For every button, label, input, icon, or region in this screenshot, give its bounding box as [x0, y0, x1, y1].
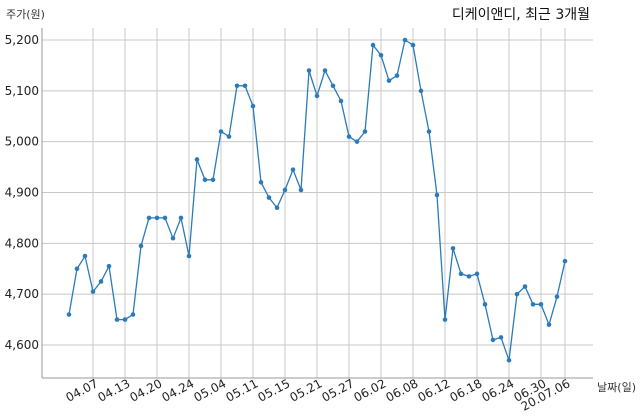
- data-point: [354, 139, 360, 144]
- data-point: [450, 246, 456, 251]
- data-point: [346, 134, 352, 139]
- data-point: [194, 157, 200, 162]
- x-tick-label: 04.20: [127, 376, 164, 404]
- data-point: [82, 253, 88, 259]
- data-point: [506, 357, 512, 363]
- data-point: [202, 177, 208, 183]
- data-point: [362, 129, 368, 134]
- data-point: [314, 93, 320, 99]
- data-point: [538, 302, 544, 307]
- x-tick-label: 04.07: [63, 376, 100, 404]
- y-tick-label: 4,700: [5, 287, 39, 301]
- x-tick-label: 06.12: [415, 376, 452, 404]
- x-tick-label: 05.15: [255, 376, 292, 404]
- x-tick-label: 04.24: [159, 376, 196, 404]
- data-point: [154, 215, 160, 221]
- x-tick-label: 04.13: [95, 376, 132, 404]
- y-tick-label: 5,200: [5, 33, 39, 47]
- data-point: [402, 37, 408, 43]
- data-point: [554, 294, 560, 300]
- data-point: [522, 284, 528, 289]
- data-point: [258, 180, 264, 185]
- y-tick-label: 4,600: [5, 338, 39, 352]
- y-tick-label: 4,800: [5, 236, 39, 250]
- data-point: [178, 215, 184, 221]
- data-point: [394, 73, 400, 78]
- data-point: [530, 302, 536, 307]
- series-line: [66, 37, 568, 363]
- data-point: [306, 68, 312, 73]
- data-point: [114, 317, 120, 322]
- data-point: [466, 274, 472, 279]
- data-point: [66, 312, 72, 317]
- data-point: [482, 302, 488, 307]
- data-point: [130, 312, 136, 317]
- axes: [41, 28, 593, 379]
- y-tick-label: 4,900: [5, 186, 39, 200]
- data-point: [122, 317, 128, 322]
- data-point: [498, 335, 504, 340]
- data-point: [106, 263, 112, 269]
- grid: [42, 28, 593, 378]
- data-point: [370, 42, 376, 48]
- data-point: [90, 289, 96, 294]
- x-tick-label: 06.02: [351, 376, 388, 404]
- data-point: [410, 42, 416, 48]
- data-point: [74, 266, 80, 272]
- data-point: [250, 103, 256, 109]
- data-point: [546, 322, 552, 327]
- data-point: [162, 215, 168, 221]
- data-point: [562, 258, 568, 264]
- y-tick-label: 5,000: [5, 135, 39, 149]
- data-point: [418, 88, 424, 94]
- data-point: [218, 129, 224, 134]
- x-axis-label: 날짜(일): [597, 380, 636, 394]
- y-tick-label: 5,100: [5, 84, 39, 98]
- data-point: [210, 177, 216, 183]
- tick-labels: 4,600 4,700 4,800 4,900 5,000 5,100 5,200 04.07…: [5, 33, 573, 414]
- data-point: [442, 317, 448, 322]
- x-tick-label: 05.27: [319, 376, 356, 404]
- data-point: [242, 83, 248, 89]
- data-point: [186, 253, 192, 259]
- data-point: [490, 337, 496, 343]
- data-point: [138, 243, 144, 249]
- x-tick-label: 06.18: [447, 376, 484, 404]
- data-point: [266, 195, 272, 200]
- data-point: [282, 187, 288, 193]
- x-tick-label: 05.11: [223, 376, 260, 404]
- x-tick-label: 06.08: [383, 376, 420, 404]
- y-axis-label: 주가(원): [6, 8, 45, 21]
- data-point: [146, 215, 152, 221]
- data-point: [474, 271, 480, 277]
- data-point: [98, 279, 104, 284]
- data-point: [378, 52, 384, 58]
- x-tick-label: 05.21: [287, 376, 324, 404]
- data-point: [170, 235, 176, 241]
- data-point: [386, 78, 392, 83]
- data-point: [226, 134, 232, 139]
- data-point: [458, 271, 464, 277]
- data-point: [426, 129, 432, 134]
- data-point: [322, 68, 328, 73]
- data-point: [338, 98, 344, 104]
- data-point: [514, 291, 520, 297]
- x-tick-label: 05.04: [191, 376, 228, 404]
- data-point: [298, 187, 304, 193]
- chart-title: 디케이앤디, 최근 3개월: [452, 7, 590, 23]
- data-point: [330, 83, 336, 89]
- data-point: [290, 167, 296, 172]
- x-tick-label: 06.24: [479, 376, 516, 404]
- data-point: [234, 83, 240, 89]
- data-point: [434, 192, 440, 198]
- data-point: [274, 205, 280, 211]
